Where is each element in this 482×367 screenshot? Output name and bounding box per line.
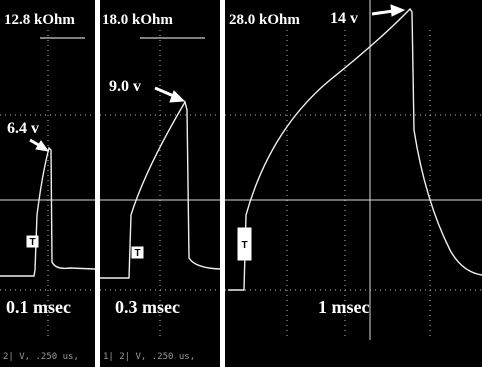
background (0, 0, 482, 367)
peak-label: 14 v (330, 10, 358, 27)
duration-label: 0.3 msec (115, 297, 180, 317)
peak-label: 9.0 v (109, 78, 141, 95)
resistance-label: 12.8 kOhm (4, 12, 75, 28)
separator (220, 0, 225, 367)
scope-footer: 1| 2| V, .250 us, (103, 352, 195, 362)
duration-label: 0.1 msec (6, 297, 71, 317)
trigger-label: T (134, 248, 140, 259)
peak-label: 6.4 v (7, 120, 39, 137)
oscilloscope-figure: T T T 12.8 kOhm 18.0 kOhm 28.0 kOhm 6.4 … (0, 0, 482, 367)
trigger-label: T (241, 240, 247, 251)
separator (95, 0, 100, 367)
scope-footer: 2| V, .250 us, (3, 352, 79, 362)
trigger-label: T (29, 237, 35, 248)
resistance-label: 18.0 kOhm (102, 12, 173, 28)
resistance-label: 28.0 kOhm (229, 12, 300, 28)
duration-label: 1 msec (318, 297, 369, 317)
